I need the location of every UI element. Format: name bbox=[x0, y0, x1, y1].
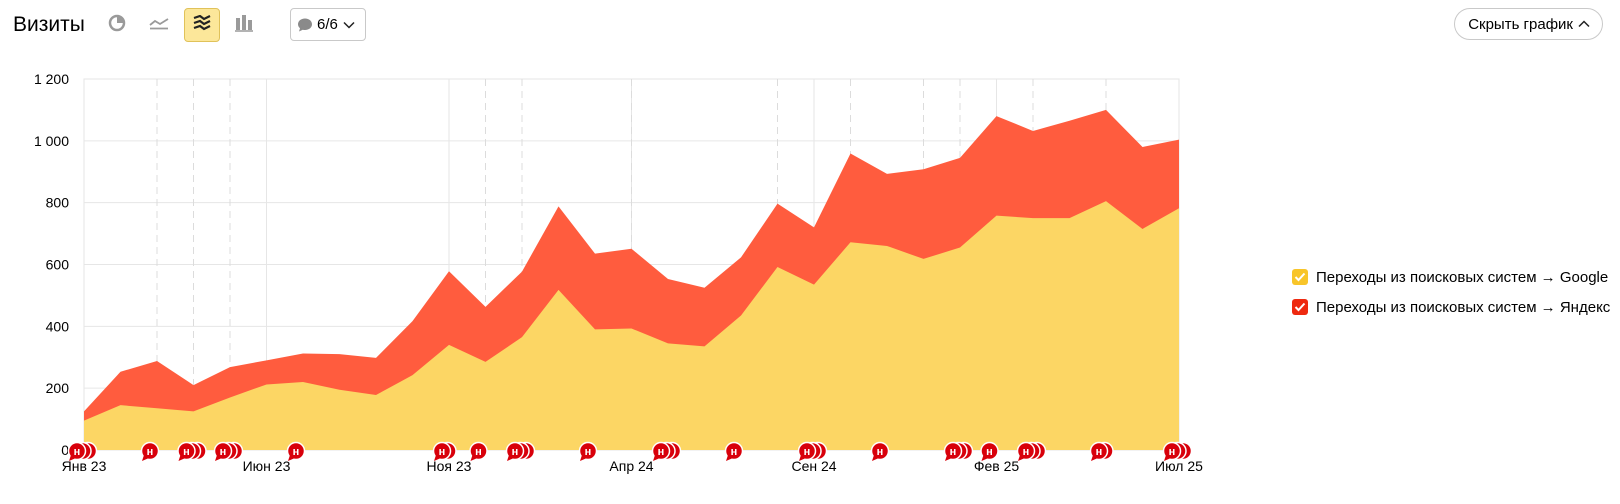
bar-chart-button[interactable] bbox=[226, 8, 262, 42]
svg-text:н: н bbox=[950, 446, 957, 458]
note-marker-icon[interactable]: н bbox=[213, 441, 233, 462]
hide-chart-label: Скрыть график bbox=[1468, 15, 1573, 33]
note-marker-icon[interactable]: н bbox=[286, 441, 306, 462]
note-marker-icon[interactable]: н bbox=[505, 441, 525, 462]
note-marker-icon[interactable]: н bbox=[432, 441, 452, 462]
note-marker-icon[interactable]: н bbox=[797, 441, 817, 462]
line-chart-icon bbox=[149, 16, 169, 35]
y-tick-label: 800 bbox=[46, 195, 70, 211]
pie-chart-icon bbox=[108, 14, 126, 37]
svg-text:н: н bbox=[877, 446, 884, 458]
svg-text:н: н bbox=[475, 446, 482, 458]
note-marker-icon[interactable]: н bbox=[724, 441, 744, 462]
svg-text:н: н bbox=[731, 446, 738, 458]
svg-text:н: н bbox=[658, 446, 665, 458]
y-tick-label: 1 000 bbox=[34, 133, 69, 149]
chart-header: Визиты bbox=[0, 0, 1620, 60]
legend-item-google[interactable]: Переходы из поисковых систем → Google bbox=[1292, 262, 1610, 292]
note-marker-icon[interactable]: н bbox=[980, 441, 999, 462]
svg-text:н: н bbox=[512, 446, 519, 458]
x-tick-label: Июн 23 bbox=[243, 458, 291, 474]
checkbox-checked-icon[interactable] bbox=[1292, 299, 1308, 315]
svg-text:н: н bbox=[147, 446, 154, 458]
note-marker-icon[interactable]: н bbox=[177, 441, 196, 462]
svg-text:н: н bbox=[293, 446, 300, 458]
stacked-area-chart: 0 200 400 600 800 1 000 1 200 Янв 23 Июн 23 Ноя 2… bbox=[34, 71, 1203, 474]
y-tick-label: 1 200 bbox=[34, 71, 69, 87]
legend-label: Переходы из поисковых систем → Google bbox=[1316, 268, 1609, 286]
svg-text:н: н bbox=[439, 446, 446, 458]
legend-item-yandex[interactable]: Переходы из поисковых систем → Яндекс bbox=[1292, 292, 1610, 322]
chart-legend: Переходы из поисковых систем → Google Пе… bbox=[1292, 262, 1610, 322]
chevron-down-icon bbox=[343, 21, 355, 29]
page-title: Визиты bbox=[13, 13, 85, 36]
note-marker-icon[interactable]: н bbox=[1089, 441, 1109, 462]
note-marker-icon[interactable]: н bbox=[1016, 441, 1036, 462]
x-tick-label: Апр 24 bbox=[609, 458, 653, 474]
notes-dropdown[interactable]: 6/6 bbox=[290, 8, 366, 41]
svg-text:н: н bbox=[1169, 446, 1176, 458]
svg-text:н: н bbox=[986, 446, 993, 458]
stacked-area-icon bbox=[193, 14, 211, 36]
x-tick-label: Янв 23 bbox=[62, 458, 107, 474]
svg-text:н: н bbox=[220, 446, 227, 458]
bar-chart-icon bbox=[235, 14, 253, 37]
svg-text:н: н bbox=[804, 446, 811, 458]
svg-text:н: н bbox=[1023, 446, 1030, 458]
note-marker-icon[interactable]: н bbox=[1162, 441, 1182, 462]
x-tick-label: Июл 25 bbox=[1155, 458, 1203, 474]
hide-chart-button[interactable]: Скрыть график bbox=[1454, 8, 1603, 40]
y-tick-label: 600 bbox=[46, 257, 70, 273]
x-tick-label: Фев 25 bbox=[974, 458, 1020, 474]
svg-text:н: н bbox=[585, 446, 592, 458]
note-marker-icon[interactable]: н bbox=[651, 441, 671, 462]
svg-text:н: н bbox=[183, 446, 190, 458]
note-marker-icon[interactable]: н bbox=[469, 441, 488, 462]
chevron-up-icon bbox=[1578, 20, 1590, 28]
note-marker-icon[interactable]: н bbox=[140, 441, 160, 462]
svg-text:н: н bbox=[1096, 446, 1103, 458]
note-marker-icon[interactable]: н bbox=[870, 441, 890, 462]
y-tick-label: 200 bbox=[46, 380, 70, 396]
pie-chart-button[interactable] bbox=[99, 8, 135, 42]
y-tick-label: 0 bbox=[61, 442, 69, 458]
series-area-google bbox=[84, 201, 1179, 450]
x-tick-label: Ноя 23 bbox=[427, 458, 472, 474]
notes-count: 6/6 bbox=[317, 16, 338, 33]
note-marker-icon[interactable]: н bbox=[578, 441, 598, 462]
speech-bubble-icon bbox=[297, 17, 313, 33]
note-marker-icon[interactable]: н bbox=[67, 441, 87, 462]
stacked-area-button[interactable] bbox=[184, 8, 220, 42]
checkbox-checked-icon[interactable] bbox=[1292, 269, 1308, 285]
note-marker-icon[interactable]: н bbox=[943, 441, 963, 462]
legend-label: Переходы из поисковых систем → Яндекс bbox=[1316, 298, 1611, 316]
y-tick-label: 400 bbox=[46, 318, 70, 334]
x-tick-label: Сен 24 bbox=[791, 458, 836, 474]
svg-text:н: н bbox=[74, 446, 81, 458]
line-chart-button[interactable] bbox=[141, 8, 177, 42]
